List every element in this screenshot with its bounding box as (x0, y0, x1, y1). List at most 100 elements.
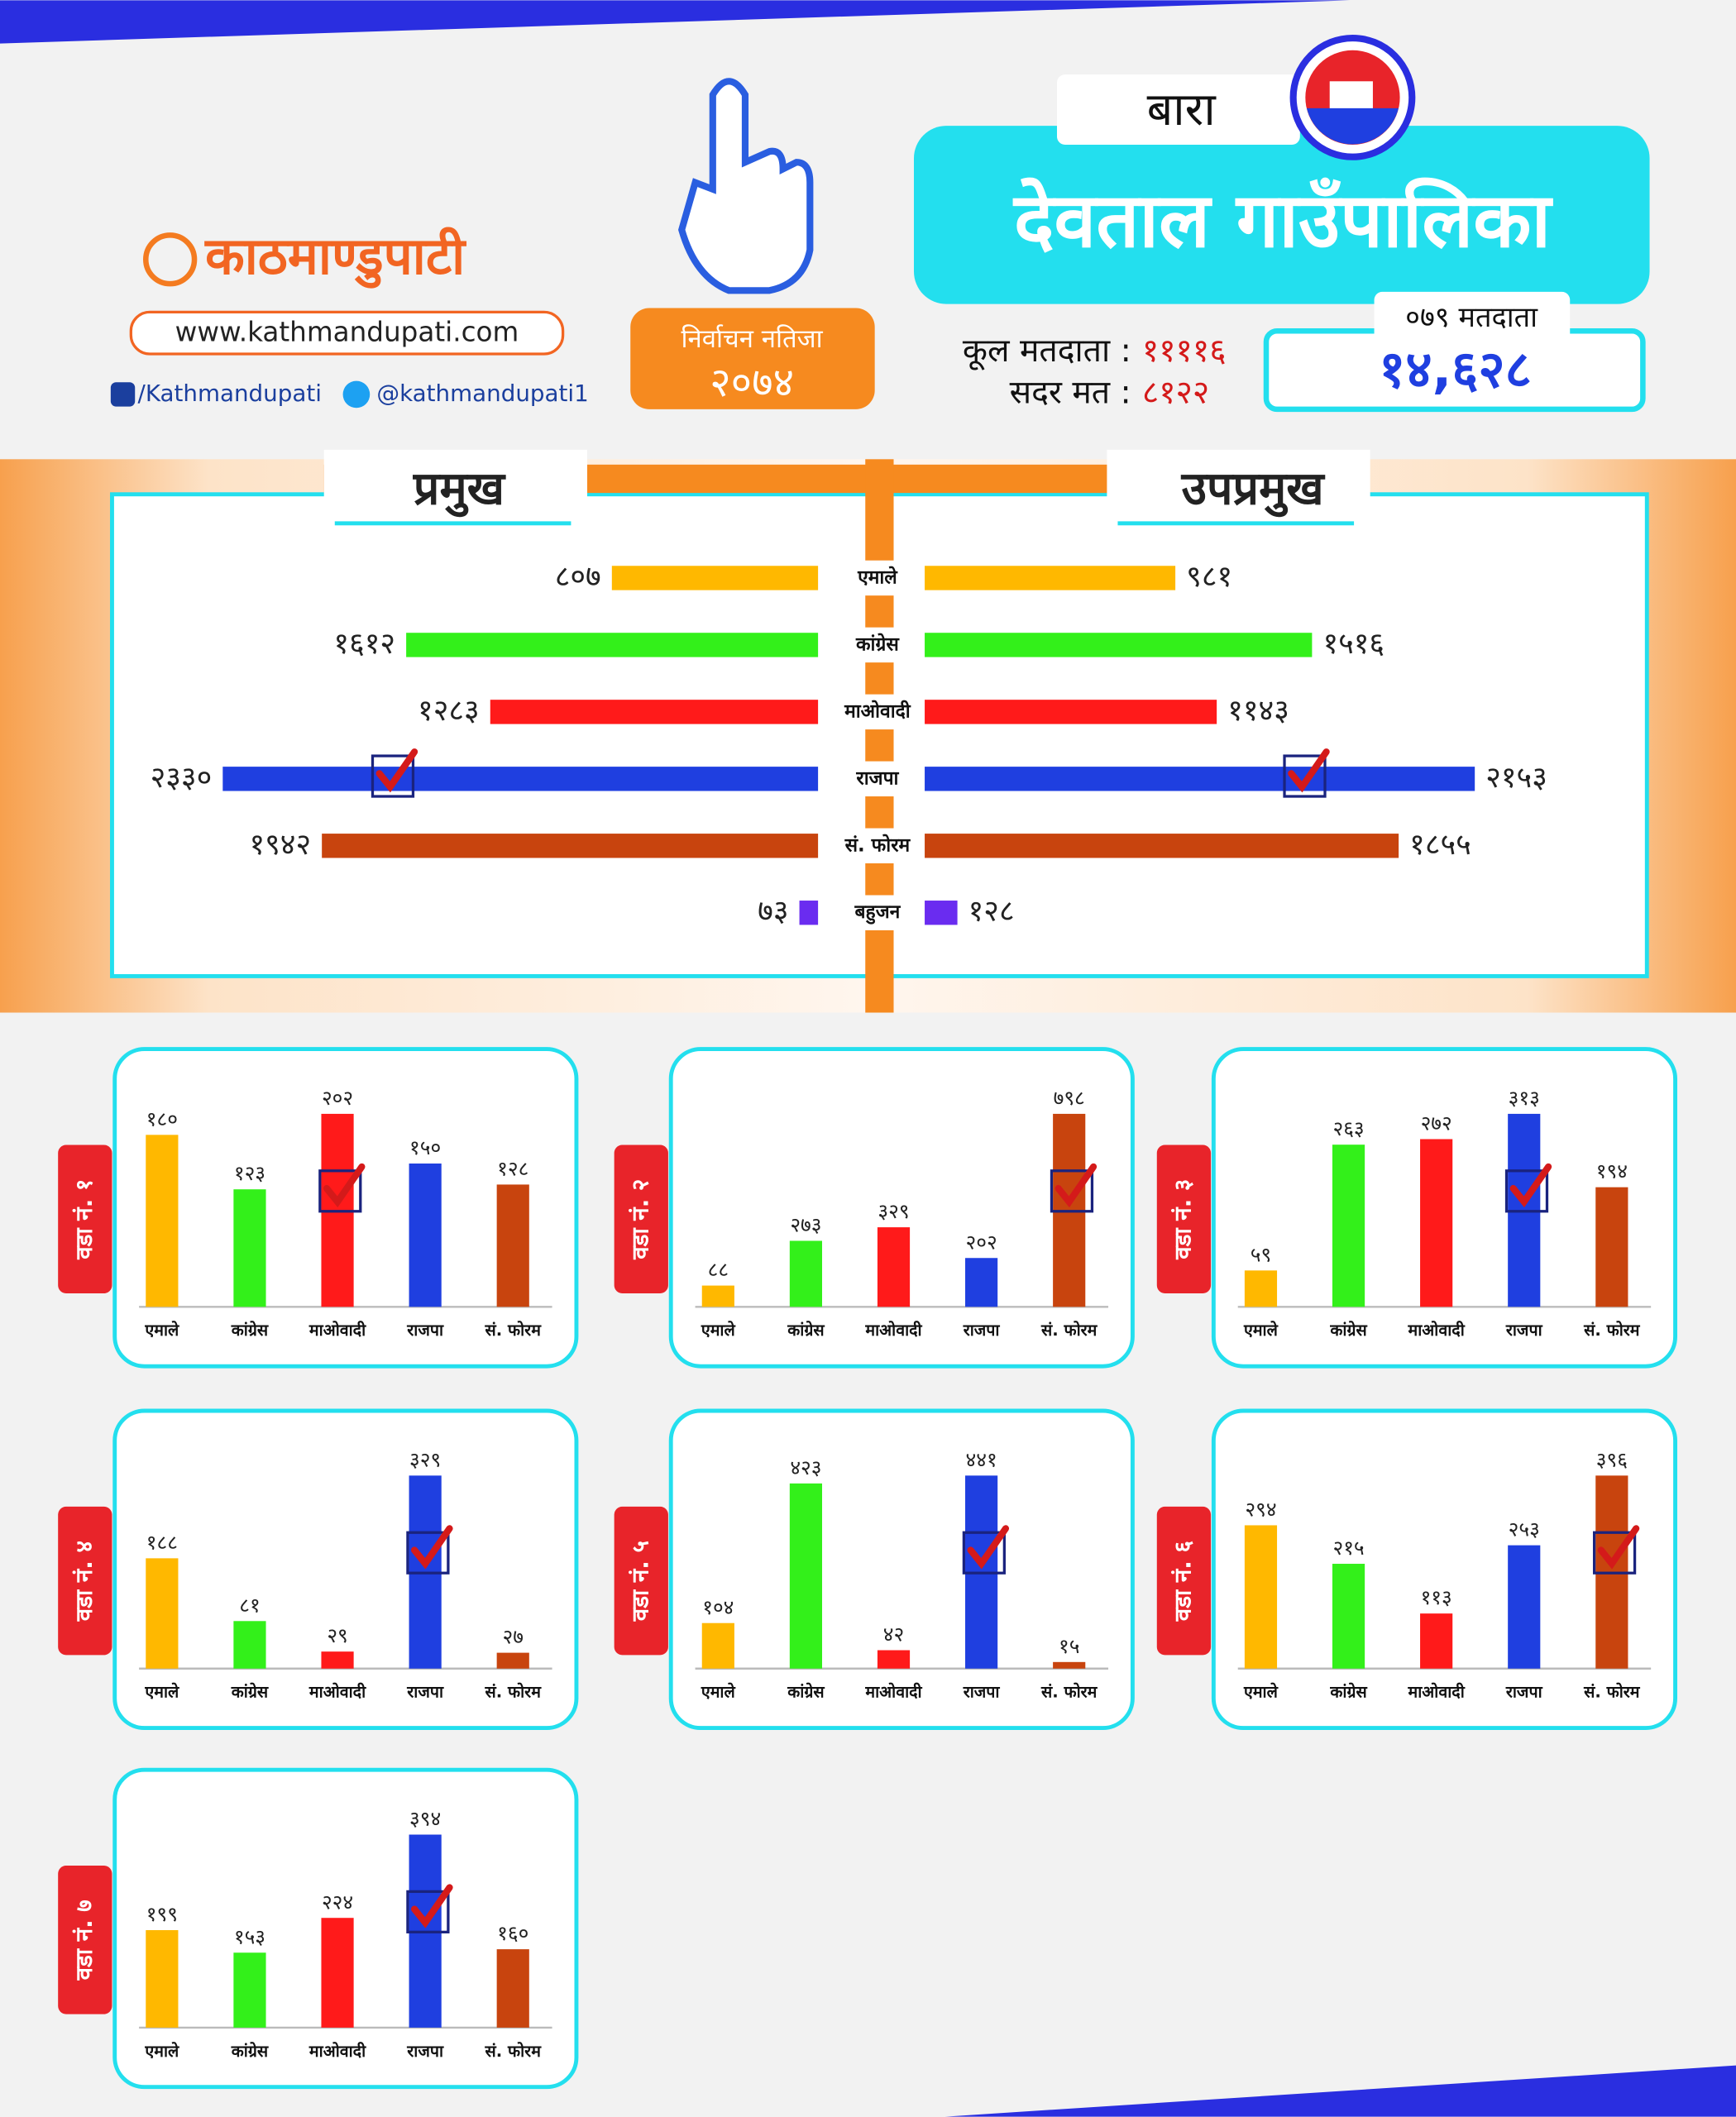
bar (321, 1918, 354, 2028)
ward-tag (614, 1506, 668, 1656)
x-tick-label: सं. फोरम (485, 1683, 543, 1702)
bar (1244, 1525, 1278, 1669)
winner-box (1592, 1531, 1637, 1575)
badge-title: निर्वाचन नतिजा (681, 324, 824, 354)
value-label: २०२ (966, 1230, 997, 1254)
category-label-box (831, 627, 924, 663)
bar (496, 1652, 529, 1669)
winner-check (411, 1884, 453, 1928)
ward-tag (1156, 1145, 1212, 1294)
winner-check (1288, 748, 1330, 793)
x-tick-label: एमाले (1243, 1683, 1279, 1702)
winner-box (406, 1890, 450, 1933)
bar (925, 901, 958, 925)
x-tick-label: माओवादी (1408, 1321, 1466, 1340)
twitter-handle[interactable]: @kathmandupati1 (376, 380, 588, 407)
logo-text: काठमाण्डुपाटी (204, 226, 466, 289)
website-box (129, 310, 565, 356)
bar (146, 1135, 179, 1307)
value-label: २९ (327, 1623, 347, 1647)
value-label: ५९ (1251, 1242, 1271, 1266)
ward-panel (1211, 1408, 1677, 1731)
bar (146, 1930, 179, 2028)
value-label: ३१३ (1509, 1086, 1540, 1110)
series-header-box (323, 449, 588, 524)
bar (409, 1164, 442, 1307)
value-label: ११४३ (1227, 694, 1289, 728)
badge-year: २०७४ (710, 359, 794, 406)
bar (496, 1184, 529, 1307)
bar (925, 566, 1176, 590)
badge (630, 308, 875, 409)
bar (1053, 1661, 1086, 1669)
x-tick-label: कांग्रेस (787, 1321, 825, 1340)
value-label: २७३ (790, 1213, 821, 1237)
ward-title: वडा नं. २ (626, 1179, 653, 1260)
x-tick-label: माओवादी (864, 1321, 922, 1340)
value-label: ४२ (883, 1622, 904, 1646)
ward-title: वडा नं. ६ (1169, 1541, 1196, 1622)
winner-box (406, 1531, 450, 1575)
x-tick-label: कांग्रेस (1329, 1683, 1367, 1702)
value-label: १९९ (146, 1902, 178, 1926)
category-label: बहुजन (854, 901, 901, 925)
x-tick-label: राजपा (406, 2042, 444, 2061)
x-tick-label: माओवादी (1408, 1683, 1466, 1702)
facebook-handle[interactable]: /Kathmandupati (137, 380, 321, 407)
x-tick-label: माओवादी (308, 1321, 366, 1340)
value-label: २५३ (1509, 1517, 1540, 1541)
value-label: ८१ (239, 1593, 260, 1617)
x-tick-label: माओवादी (864, 1683, 922, 1702)
x-tick-label: राजपा (963, 1321, 1001, 1340)
x-tick-label: राजपा (1505, 1683, 1543, 1702)
value-label: १५० (409, 1135, 441, 1159)
series-header: प्रमुख (413, 462, 507, 518)
value-label: ७३ (758, 895, 788, 929)
website[interactable]: www.kathmandupati.com (175, 317, 519, 348)
bar (233, 1952, 266, 2028)
x-tick-label: सं. फोरम (1040, 1321, 1098, 1340)
ward-tag (1156, 1506, 1212, 1656)
ward-title: वडा नं. ४ (70, 1541, 98, 1622)
bar (322, 834, 819, 858)
x-tick-label: एमाले (144, 1321, 179, 1340)
bar (1508, 1545, 1541, 1669)
ward-panel (668, 1047, 1135, 1369)
value-label: १८० (146, 1106, 178, 1130)
value-label: ३२९ (409, 1447, 441, 1471)
winner-check (323, 1163, 366, 1208)
logo-icon (143, 232, 198, 287)
x-tick-label: कांग्रेस (231, 1683, 269, 1702)
winner-box (1504, 1169, 1549, 1213)
value-label: ७९८ (1054, 1086, 1085, 1110)
bar (701, 1622, 734, 1669)
voters-079: १४,६२८ (1379, 339, 1532, 399)
winner-box (1050, 1169, 1094, 1213)
category-label: कांग्रेस (855, 633, 900, 655)
category-label-box (831, 761, 924, 797)
x-tick-label: एमाले (1243, 1321, 1279, 1340)
finger-icon (678, 78, 814, 294)
value-label: २७२ (1421, 1111, 1452, 1135)
value-label: १५१६ (1322, 627, 1384, 661)
bar (925, 767, 1475, 791)
x-tick-label: कांग्रेस (231, 1321, 269, 1340)
bar (925, 700, 1217, 724)
x-tick-label: माओवादी (308, 2042, 366, 2061)
category-label-box (831, 895, 924, 930)
value-label: २९४ (1245, 1498, 1276, 1522)
ward-title: वडा नं. ३ (1169, 1179, 1196, 1260)
bar (1244, 1270, 1278, 1307)
bottom-stripe (945, 2065, 1736, 2117)
x-tick-label: एमाले (701, 1683, 736, 1702)
value-label: २१५ (1332, 1536, 1364, 1560)
ward-tag (58, 1866, 112, 2014)
value-label: २७ (503, 1625, 524, 1649)
winner-check (411, 1525, 453, 1570)
winner-check (375, 748, 418, 793)
bar (1332, 1564, 1365, 1669)
x-tick-label: सं. फोरम (485, 2042, 543, 2061)
value-label: १९४२ (249, 828, 311, 862)
